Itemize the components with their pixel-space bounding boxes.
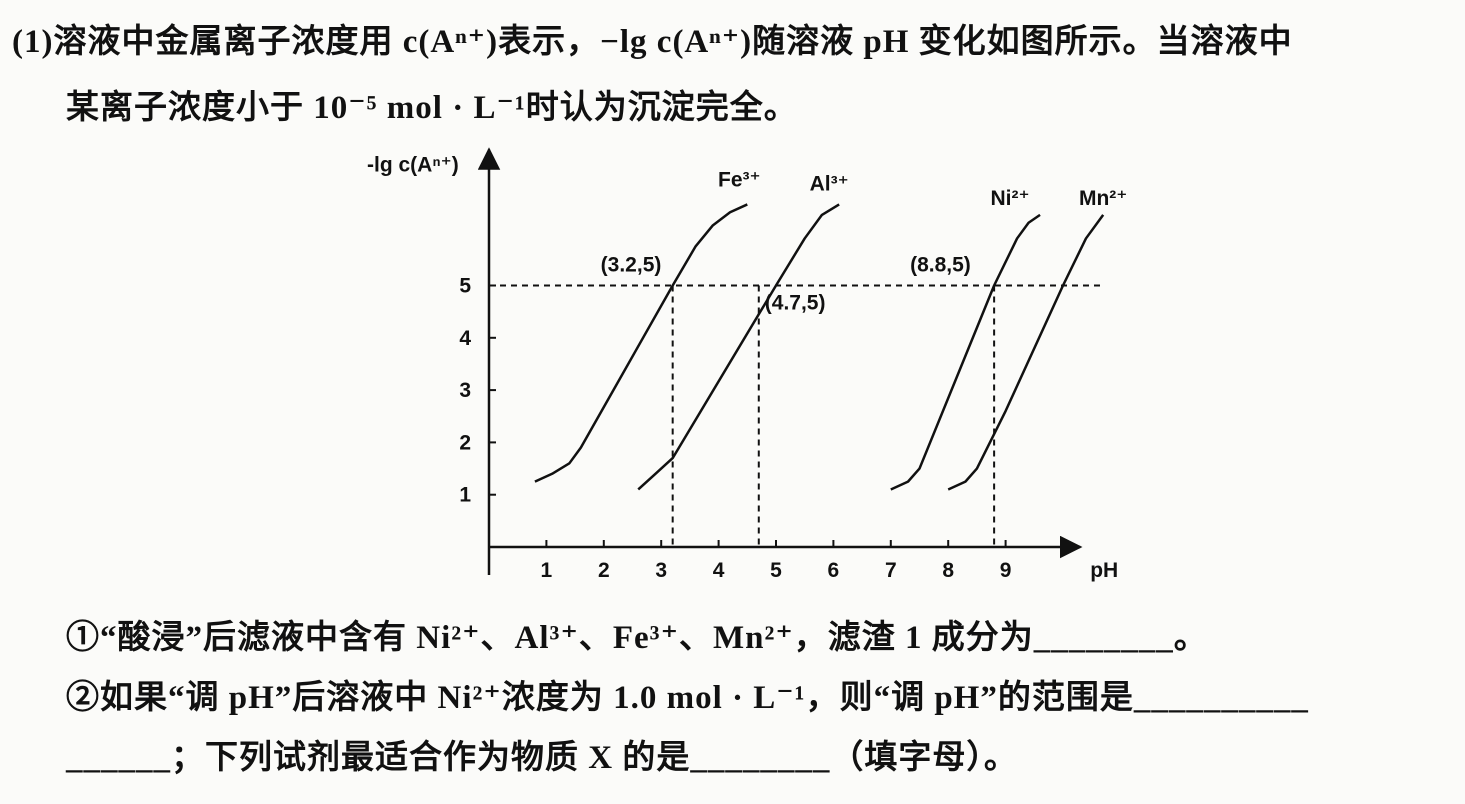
series-label: Fe³⁺ xyxy=(718,168,761,191)
question-line: ①“酸浸”后滤液中含有 Ni²⁺、Al³⁺、Fe³⁺、Mn²⁺，滤渣 1 成分为… xyxy=(66,620,1208,656)
question-line: ②如果“调 pH”后溶液中 Ni²⁺浓度为 1.0 mol · L⁻¹，则“调 … xyxy=(66,680,1309,716)
curve xyxy=(637,203,840,491)
y-axis-label: -lg c(Aⁿ⁺) xyxy=(367,154,459,177)
curve xyxy=(890,213,1041,491)
annotation: (3.2,5) xyxy=(601,254,662,277)
intro-line: (1)溶液中金属离子浓度用 c(Aⁿ⁺)表示，−lg c(Aⁿ⁺)随溶液 pH … xyxy=(12,24,1293,60)
series-label: Al³⁺ xyxy=(810,172,849,195)
y-tick-label: 5 xyxy=(459,275,471,298)
annotation: (4.7,5) xyxy=(765,292,826,315)
y-tick-label: 2 xyxy=(459,431,471,454)
x-tick-label: 4 xyxy=(713,559,725,582)
x-tick-label: 9 xyxy=(1000,559,1012,582)
y-tick-label: 4 xyxy=(459,327,471,350)
question-line: ______；下列试剂最适合作为物质 X 的是________（填字母）。 xyxy=(66,740,1018,776)
x-tick-label: 6 xyxy=(828,559,840,582)
intro-line: 某离子浓度小于 10⁻⁵ mol · L⁻¹时认为沉淀完全。 xyxy=(66,90,798,126)
curve xyxy=(947,214,1105,491)
x-tick-label: 2 xyxy=(598,559,610,582)
x-axis-label: pH xyxy=(1090,559,1118,582)
x-tick-label: 3 xyxy=(655,559,667,582)
series-label: Mn²⁺ xyxy=(1079,187,1127,210)
series-label: Ni²⁺ xyxy=(991,187,1030,210)
x-tick-label: 7 xyxy=(885,559,897,582)
y-tick-label: 3 xyxy=(459,379,471,402)
annotation: (8.8,5) xyxy=(910,254,971,277)
x-tick-label: 1 xyxy=(541,559,553,582)
y-tick-label: 1 xyxy=(459,484,471,507)
curve xyxy=(534,203,748,483)
x-tick-label: 8 xyxy=(942,559,954,582)
x-tick-label: 5 xyxy=(770,559,782,582)
